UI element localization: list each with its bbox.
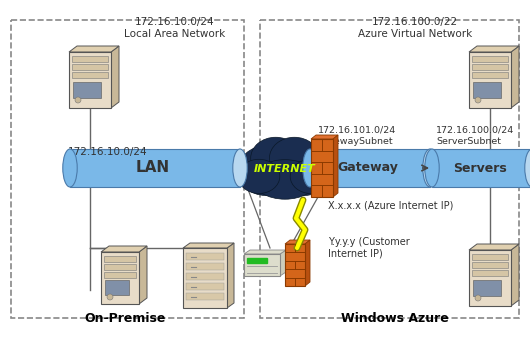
Text: Servers: Servers	[453, 162, 507, 174]
Bar	[472, 64, 508, 70]
Text: INTERNET: INTERNET	[254, 164, 316, 174]
Polygon shape	[469, 244, 519, 250]
Bar	[472, 72, 508, 78]
Bar	[473, 82, 501, 98]
Text: On-Premise: On-Premise	[84, 312, 166, 324]
Polygon shape	[285, 240, 310, 244]
Bar	[183, 248, 227, 308]
Bar	[101, 252, 139, 304]
Bar	[469, 250, 511, 306]
Ellipse shape	[238, 146, 292, 195]
Polygon shape	[227, 243, 234, 308]
Bar	[104, 264, 136, 270]
Polygon shape	[305, 240, 310, 286]
Polygon shape	[511, 46, 519, 108]
Bar	[70, 149, 240, 187]
Circle shape	[475, 295, 481, 301]
Ellipse shape	[278, 146, 332, 195]
Text: 172.16.100.0/22: 172.16.100.0/22	[372, 17, 458, 27]
Text: 172.16.100.0/24: 172.16.100.0/24	[436, 125, 514, 135]
Polygon shape	[139, 246, 147, 304]
Text: 172.16.10.0/24: 172.16.10.0/24	[135, 17, 215, 27]
Polygon shape	[101, 246, 147, 252]
Bar	[472, 56, 508, 62]
Text: Windows Azure: Windows Azure	[341, 312, 449, 324]
Bar	[472, 262, 508, 268]
Bar	[285, 244, 305, 286]
Polygon shape	[333, 135, 338, 197]
Ellipse shape	[269, 137, 319, 179]
Bar	[186, 293, 224, 300]
Bar	[247, 258, 267, 263]
Bar	[244, 254, 280, 276]
Polygon shape	[469, 46, 519, 52]
Polygon shape	[111, 46, 119, 108]
Bar	[311, 139, 333, 197]
Bar	[186, 263, 224, 270]
Bar	[186, 273, 224, 280]
Text: 172.16.10.0/24: 172.16.10.0/24	[68, 147, 148, 157]
Bar	[186, 283, 224, 290]
Text: X.x.x.x (Azure Internet IP): X.x.x.x (Azure Internet IP)	[328, 200, 453, 210]
Circle shape	[107, 294, 113, 300]
Bar	[472, 270, 508, 276]
Polygon shape	[69, 46, 119, 52]
Ellipse shape	[233, 149, 247, 187]
Ellipse shape	[425, 149, 439, 187]
Bar	[186, 253, 224, 260]
Polygon shape	[311, 135, 338, 139]
Bar	[11, 20, 244, 318]
Ellipse shape	[63, 149, 77, 187]
Bar	[104, 272, 136, 278]
Polygon shape	[244, 250, 286, 254]
Bar	[473, 280, 501, 296]
Bar	[432, 149, 530, 187]
Ellipse shape	[290, 159, 332, 193]
Polygon shape	[511, 244, 519, 306]
Bar	[72, 64, 108, 70]
Bar	[72, 56, 108, 62]
Bar	[260, 20, 519, 318]
Polygon shape	[280, 250, 286, 276]
Ellipse shape	[253, 160, 317, 199]
Text: Gateway: Gateway	[338, 162, 399, 174]
Text: LAN: LAN	[136, 161, 170, 175]
Ellipse shape	[303, 149, 317, 187]
Text: ServerSubnet: ServerSubnet	[436, 137, 501, 145]
Bar	[310, 149, 430, 187]
Bar	[472, 254, 508, 260]
Ellipse shape	[251, 137, 301, 179]
Ellipse shape	[249, 140, 321, 197]
Bar	[73, 82, 101, 98]
Polygon shape	[183, 243, 234, 248]
Bar	[104, 256, 136, 262]
Ellipse shape	[238, 159, 280, 193]
Text: Azure Virtual Network: Azure Virtual Network	[358, 29, 472, 39]
Text: GatewaySubnet: GatewaySubnet	[318, 137, 394, 145]
Bar	[105, 280, 129, 295]
Circle shape	[475, 97, 481, 103]
Circle shape	[75, 97, 81, 103]
Bar	[72, 72, 108, 78]
Bar	[469, 52, 511, 108]
Bar	[69, 52, 111, 108]
Ellipse shape	[423, 149, 437, 187]
Text: Y.y.y.y (Customer
Internet IP): Y.y.y.y (Customer Internet IP)	[328, 237, 410, 259]
Ellipse shape	[525, 149, 530, 187]
Text: 172.16.101.0/24: 172.16.101.0/24	[318, 125, 396, 135]
Text: Local Area Network: Local Area Network	[125, 29, 226, 39]
